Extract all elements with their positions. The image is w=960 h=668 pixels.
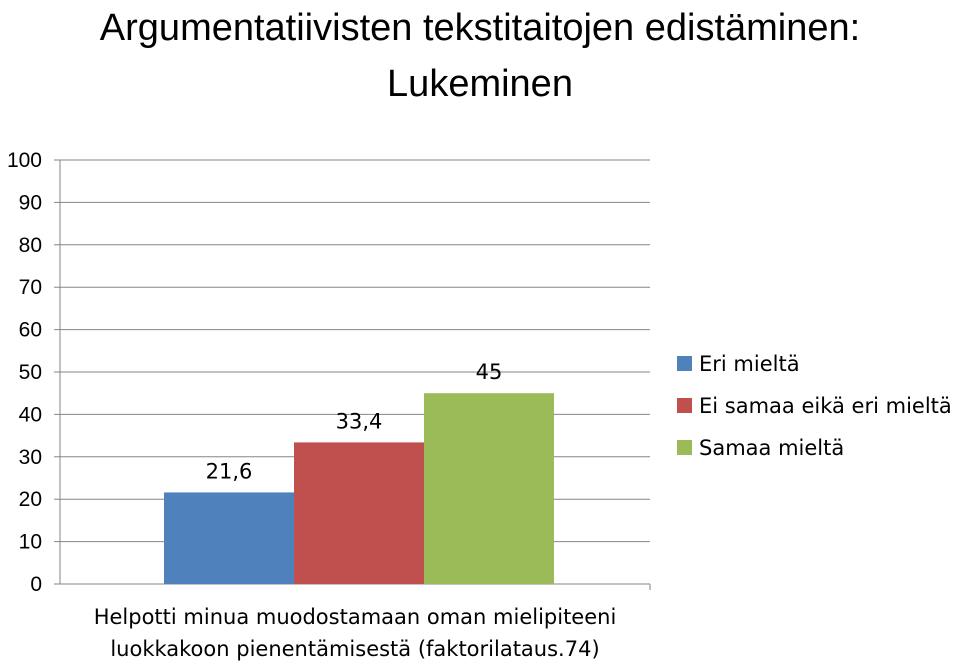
y-tick-label: 30 [19, 446, 42, 469]
y-tick-label: 80 [19, 234, 42, 257]
category-label-line-1: Helpotti minua muodostamaan oman mielipi… [94, 605, 617, 629]
data-label-1: 21,6 [206, 459, 253, 483]
y-axis-tick-labels: 0 10 20 30 40 50 60 70 80 90 100 [7, 149, 42, 596]
bar-3 [424, 393, 554, 584]
y-tick-label: 10 [19, 531, 42, 554]
y-tick-label: 20 [19, 488, 42, 511]
y-tick-label: 50 [19, 361, 42, 384]
bars [164, 393, 554, 584]
y-tick-label: 100 [7, 149, 42, 172]
legend-label-3: Samaa mieltä [699, 436, 844, 460]
bar-2 [294, 442, 424, 584]
legend: Eri mieltä Ei samaa eikä eri mieltä Samaa … [677, 352, 952, 460]
chart-title: Argumentatiivisten tekstitaitojen edistä… [0, 0, 960, 112]
legend-label-1: Eri mieltä [699, 352, 800, 376]
legend-swatch-3 [677, 440, 692, 455]
y-tick-label: 60 [19, 319, 42, 342]
y-tick-label: 0 [30, 573, 42, 596]
legend-swatch-1 [677, 356, 692, 371]
data-label-3: 45 [476, 360, 503, 384]
legend-swatch-2 [677, 398, 692, 413]
data-labels: 21,6 33,4 45 [206, 360, 503, 483]
bar-1 [164, 492, 294, 584]
y-tick-label: 70 [19, 276, 42, 299]
chart-title-line-1: Argumentatiivisten tekstitaitojen edistä… [99, 7, 861, 49]
y-tick-label: 90 [19, 191, 42, 214]
category-label-line-2: luokkakoon pienentämisestä (faktorilatau… [110, 637, 599, 661]
x-axis-category-label: Helpotti minua muodostamaan oman mielipi… [94, 605, 617, 661]
data-label-2: 33,4 [336, 409, 383, 433]
chart-title-line-2: Lukeminen [387, 63, 573, 105]
y-tick-label: 40 [19, 403, 42, 426]
legend-label-2: Ei samaa eikä eri mieltä [699, 394, 952, 418]
